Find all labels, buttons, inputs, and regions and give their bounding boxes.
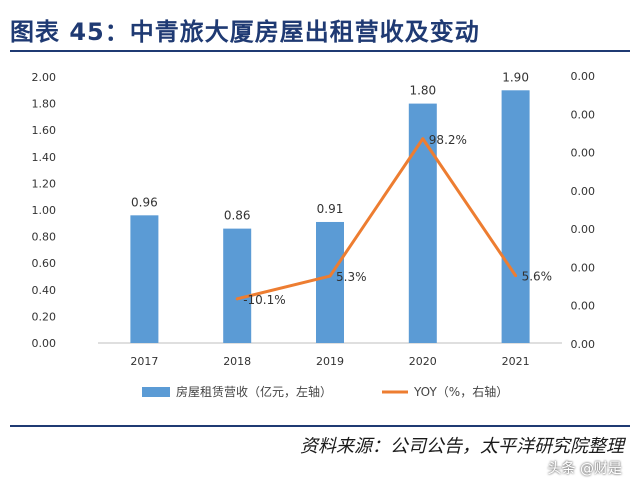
x-axis-tick-label: 2019 (316, 355, 344, 368)
right-axis-tick-label: 0.00 (571, 338, 596, 351)
right-axis-tick-label: 0.00 (571, 70, 596, 83)
left-axis-tick-label: 0.80 (32, 231, 57, 244)
right-axis-tick-label: 0.00 (571, 300, 596, 313)
bar (408, 103, 437, 343)
bar-value-label: 0.86 (224, 209, 251, 223)
yoy-value-label: 98.2% (429, 133, 467, 147)
left-axis-tick-label: 0.40 (32, 284, 57, 297)
yoy-value-label: 5.6% (522, 270, 553, 284)
yoy-point (421, 137, 425, 141)
yoy-point (235, 297, 239, 301)
legend-label-bars: 房屋租赁营收（亿元，左轴） (176, 384, 332, 399)
left-axis-tick-label: 1.80 (32, 98, 57, 111)
x-axis-tick-label: 2017 (130, 355, 158, 368)
left-axis-tick-label: 1.40 (32, 151, 57, 164)
bar (501, 90, 530, 343)
chart-title: 图表 45：中青旅大厦房屋出租营收及变动 (10, 18, 480, 46)
x-axis-tick-label: 2021 (502, 355, 530, 368)
right-axis-tick-label: 0.00 (571, 147, 596, 160)
right-axis-tick-label: 0.00 (571, 261, 596, 274)
yoy-point (514, 274, 518, 278)
bar-value-label: 1.80 (409, 84, 436, 98)
left-axis-tick-label: 2.00 (32, 71, 57, 84)
legend-swatch-bars (142, 387, 170, 397)
legend-label-line: YOY（%，右轴） (413, 384, 508, 399)
footer-rule (10, 425, 630, 427)
left-axis-tick-label: 0.60 (32, 257, 57, 270)
title-rule (10, 50, 630, 52)
bar-value-label: 1.90 (502, 70, 529, 84)
bar (223, 228, 252, 343)
yoy-value-label: -10.1% (243, 293, 285, 307)
left-axis-tick-label: 1.60 (32, 124, 57, 137)
right-axis-tick-label: 0.00 (571, 185, 596, 198)
yoy-value-label: 5.3% (336, 270, 367, 284)
left-axis-tick-label: 1.00 (32, 204, 57, 217)
watermark-text: 头条 @财是 (547, 461, 622, 477)
right-axis-tick-label: 0.00 (571, 108, 596, 121)
combo-chart: 0.00 0.20 0.40 0.60 0.80 1.00 1.20 1.40 1.60 1.80… (32, 70, 596, 399)
bar (130, 215, 159, 343)
left-axis-tick-label: 0.20 (32, 310, 57, 323)
bar (316, 221, 344, 343)
right-axis-tick-label: 0.00 (571, 223, 596, 236)
yoy-line (236, 137, 517, 301)
left-axis-tick-label: 0.00 (32, 337, 57, 350)
bar-value-label: 0.91 (317, 202, 344, 216)
x-axis-tick-label: 2018 (223, 355, 251, 368)
yoy-point (328, 274, 332, 278)
x-axis-tick-label: 2020 (409, 355, 437, 368)
bar-value-label: 0.96 (131, 195, 158, 209)
source-note: 资料来源：公司公告，太平洋研究院整理 (300, 436, 624, 457)
left-axis-tick-label: 1.20 (32, 177, 57, 190)
